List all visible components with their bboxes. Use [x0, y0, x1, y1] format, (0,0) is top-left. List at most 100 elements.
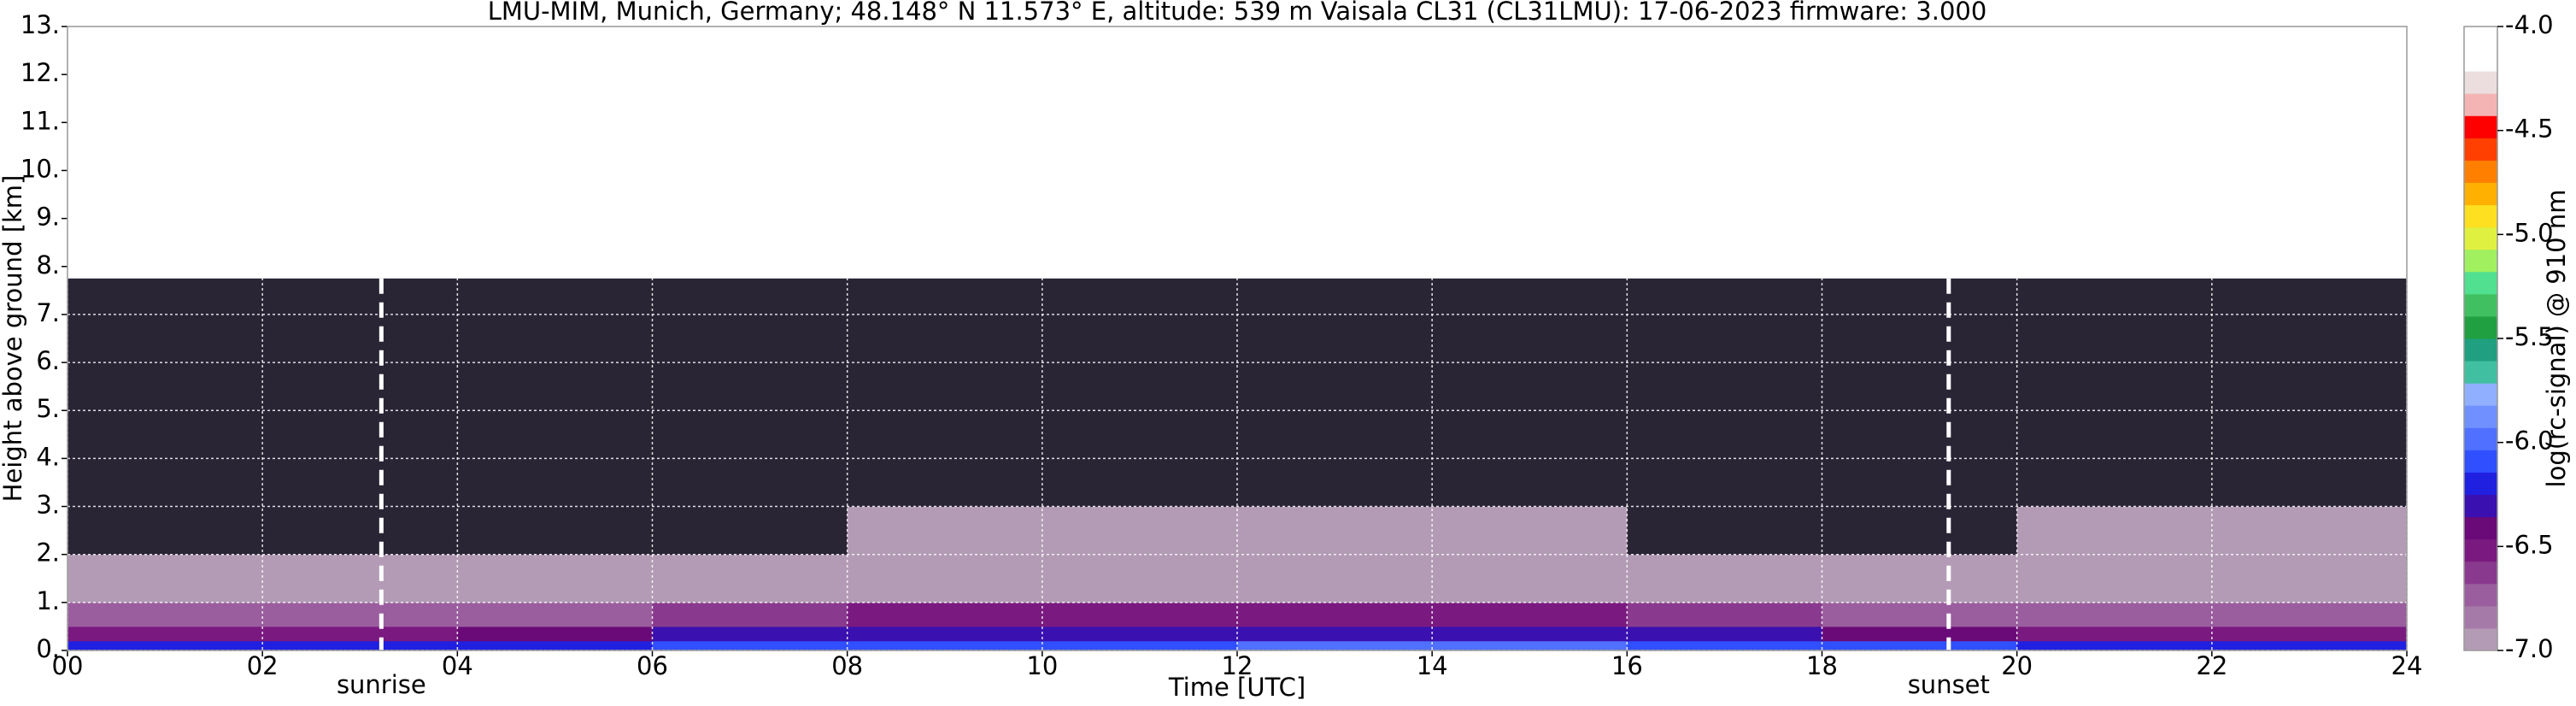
colorbar-swatch: [2464, 138, 2497, 161]
heatmap-cell: [1237, 506, 1433, 556]
heatmap-cell: [652, 362, 848, 411]
heatmap-cell: [262, 626, 458, 642]
colorbar-tick-label: -4.5: [2505, 115, 2554, 144]
heatmap-cell: [1432, 458, 1628, 508]
annotation-label: sunset: [1908, 670, 1990, 699]
heatmap-cell: [457, 458, 653, 508]
heatmap-cell: [1432, 278, 1628, 363]
heatmap-cell: [1042, 362, 1238, 411]
y-tick-label: 6.: [36, 346, 60, 375]
y-axis-label: Height above ground [km]: [0, 175, 27, 503]
x-axis-label: Time [UTC]: [1168, 673, 1306, 702]
heatmap-cell: [67, 362, 263, 411]
heatmap-cell: [2016, 640, 2213, 651]
heatmap-cell: [1237, 410, 1433, 459]
heatmap-cell: [2211, 506, 2408, 556]
heatmap-cell: [1432, 640, 1628, 651]
x-tick-label: 12: [1222, 651, 1253, 680]
x-tick-label: 20: [2001, 651, 2033, 680]
colorbar-swatch: [2464, 115, 2497, 138]
heatmap-cell: [1042, 602, 1238, 627]
heatmap-cell: [2016, 506, 2213, 556]
heatmap-cell: [457, 410, 653, 459]
colorbar-swatch: [2464, 405, 2497, 428]
heatmap-cell: [1042, 626, 1238, 642]
heatmap-cell: [2211, 410, 2408, 459]
heatmap-cell: [2211, 640, 2408, 651]
x-tick-label: 00: [52, 651, 84, 680]
plot-frame: [67, 26, 2408, 651]
y-tick-label: 4.: [36, 442, 60, 471]
heatmap-cell: [1822, 278, 2018, 363]
colorbar-tick-label: -5.0: [2505, 218, 2554, 247]
heatmap-cell: [1042, 278, 1238, 363]
heatmap-cell: [847, 554, 1043, 603]
x-tick-label: 24: [2391, 651, 2423, 680]
y-tick-label: 9.: [36, 203, 60, 232]
heatmap-cell: [2016, 410, 2213, 459]
heatmap-cell: [67, 458, 263, 508]
heatmap-cell: [262, 458, 458, 508]
heatmap-cell: [262, 362, 458, 411]
heatmap-cell: [652, 278, 848, 363]
heatmap-cell: [2211, 278, 2408, 363]
y-tick-label: 2.: [36, 538, 60, 568]
y-tick-label: 5.: [36, 394, 60, 423]
heatmap-cell: [847, 626, 1043, 642]
heatmap-cell: [1822, 554, 2018, 603]
heatmap-cell: [2211, 554, 2408, 603]
heatmap-cell: [652, 458, 848, 508]
heatmap-cell: [652, 554, 848, 603]
annotation-label: sunrise: [337, 670, 426, 699]
heatmap-cell: [2016, 278, 2213, 363]
heatmap-cell: [1237, 554, 1433, 603]
colorbar-tick-label: -6.0: [2505, 427, 2554, 456]
colorbar-tick-label: -5.5: [2505, 322, 2554, 351]
colorbar-swatch: [2464, 271, 2497, 295]
x-tick-label: 14: [1417, 651, 1448, 680]
heatmap-cell: [1822, 602, 2018, 627]
heatmap-cell: [262, 640, 458, 651]
heatmap-cell: [2016, 362, 2213, 411]
colorbar-swatch: [2464, 93, 2497, 116]
heatmap-cell: [1627, 640, 1822, 651]
heatmap-cell: [652, 410, 848, 459]
y-tick-label: 3.: [36, 491, 60, 520]
heatmap-cell: [2016, 458, 2213, 508]
x-tick-label: 16: [1611, 651, 1643, 680]
heatmap-cell: [2211, 362, 2408, 411]
heatmap-cell: [67, 410, 263, 459]
heatmap-cell: [1042, 410, 1238, 459]
heatmap-cell: [457, 278, 653, 363]
heatmap-cell: [67, 626, 263, 642]
heatmap-cell: [1822, 506, 2018, 556]
heatmap-cell: [67, 506, 263, 556]
heatmap-cell: [457, 506, 653, 556]
y-tick-label: 10.: [21, 154, 60, 183]
heatmap-cell: [262, 506, 458, 556]
heatmap-cell: [1237, 626, 1433, 642]
heatmap-cell: [1627, 362, 1822, 411]
heatmap-cell: [1432, 602, 1628, 627]
heatmap-cell: [1237, 362, 1433, 411]
x-tick-label: 02: [247, 651, 279, 680]
colorbar-swatch: [2464, 49, 2497, 72]
heatmap-cell: [847, 506, 1043, 556]
colorbar-swatch: [2464, 472, 2497, 495]
colorbar-swatch: [2464, 361, 2497, 384]
heatmap-cell: [847, 362, 1043, 411]
x-tick-label: 10: [1026, 651, 1058, 680]
colorbar-swatch: [2464, 605, 2497, 629]
y-tick-label: 11.: [21, 106, 60, 135]
colorbar-swatch: [2464, 516, 2497, 540]
heatmap-cell: [847, 602, 1043, 627]
colorbar-tick-label: -6.5: [2505, 530, 2554, 559]
colorbar-swatch: [2464, 182, 2497, 206]
heatmap-cell: [2211, 458, 2408, 508]
heatmap-cell: [1627, 626, 1822, 642]
heatmap-cell: [2016, 602, 2213, 627]
heatmap-cell: [457, 362, 653, 411]
heatmap-cell: [262, 410, 458, 459]
heatmap-cell: [1627, 602, 1822, 627]
